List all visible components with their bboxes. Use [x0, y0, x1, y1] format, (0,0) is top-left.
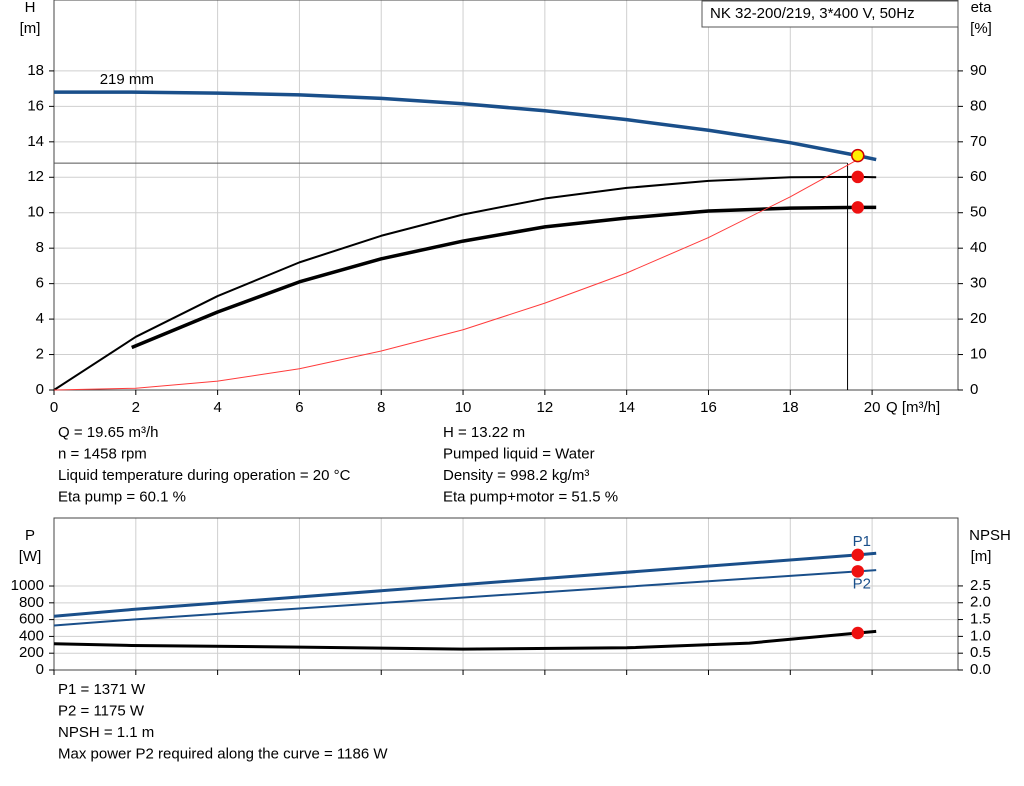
curve-annotation: 219 mm	[100, 71, 154, 88]
y2-tick-label: 1.5	[970, 611, 991, 628]
info-text: Pumped liquid = Water	[443, 445, 595, 462]
y2-axis-label: eta	[971, 0, 993, 16]
x-tick-label: 8	[377, 399, 385, 416]
operating-point	[851, 626, 865, 640]
series-label: P1	[853, 533, 871, 550]
info-text: Density = 998.2 kg/m³	[443, 467, 589, 484]
y-tick-label: 0	[36, 381, 44, 398]
y-tick-label: 0	[36, 661, 44, 678]
x-tick-label: 16	[700, 399, 717, 416]
y-tick-label: 2	[36, 346, 44, 363]
curve	[53, 551, 877, 618]
y-tick-label: 10	[27, 204, 44, 221]
plot-frame	[53, 517, 959, 671]
curve	[53, 629, 877, 651]
y2-tick-label: 2.5	[970, 577, 991, 594]
y-tick-label: 400	[19, 627, 44, 644]
operating-point	[851, 170, 865, 184]
y2-tick-label: 0.5	[970, 644, 991, 661]
info-text: Liquid temperature during operation = 20…	[58, 467, 351, 484]
y-tick-label: 6	[36, 275, 44, 292]
y-tick-label: 800	[19, 594, 44, 611]
y2-tick-label: 80	[970, 97, 987, 114]
plot-frame	[53, 0, 959, 391]
x-tick-label: 0	[50, 399, 58, 416]
y2-axis-unit: [m]	[971, 548, 992, 565]
info-text: Eta pump+motor = 51.5 %	[443, 488, 618, 505]
curve	[53, 159, 859, 391]
legend-box	[701, 0, 959, 28]
y-tick-label: 4	[36, 310, 44, 327]
x-tick-label: 2	[132, 399, 140, 416]
x-tick-label: 20	[864, 399, 881, 416]
info-text: P2 = 1175 W	[58, 702, 145, 719]
operating-point	[851, 565, 865, 578]
x-tick-label: 10	[455, 399, 472, 416]
info-text: H = 13.22 m	[443, 424, 525, 441]
y-tick-label: 8	[36, 239, 44, 256]
y2-tick-label: 50	[970, 204, 987, 221]
y-tick-label: 18	[27, 62, 44, 79]
y-axis-unit: [W]	[19, 548, 42, 565]
y-tick-label: 200	[19, 644, 44, 661]
curve	[54, 90, 877, 162]
y2-tick-label: 20	[970, 310, 987, 327]
x-tick-label: 4	[213, 399, 221, 416]
info-text: P1 = 1371 W	[58, 681, 146, 698]
operating-point	[851, 548, 865, 562]
y-tick-label: 12	[27, 168, 44, 185]
x-tick-label: 14	[618, 399, 635, 416]
operating-point	[851, 148, 865, 163]
y2-axis-unit: [%]	[970, 20, 992, 37]
y2-tick-label: 70	[970, 133, 987, 150]
info-text: Max power P2 required along the curve = …	[58, 745, 388, 762]
y2-tick-label: 90	[970, 62, 987, 79]
y2-tick-label: 40	[970, 239, 987, 256]
info-text: Q = 19.65 m³/h	[58, 424, 158, 441]
legend-text: NK 32-200/219, 3*400 V, 50Hz	[710, 5, 915, 22]
y2-axis-label: NPSH	[969, 527, 1011, 544]
info-text: Eta pump = 60.1 %	[58, 488, 186, 505]
y2-tick-label: 10	[970, 346, 987, 363]
y-axis-label: P	[25, 527, 35, 544]
y2-tick-label: 1.0	[970, 627, 991, 644]
info-text: NPSH = 1.1 m	[58, 724, 154, 741]
curve	[53, 569, 877, 627]
y-tick-label: 16	[27, 97, 44, 114]
y-tick-label: 14	[27, 133, 44, 150]
y2-tick-label: 0.0	[970, 661, 991, 678]
x-tick-label: 18	[782, 399, 799, 416]
y2-tick-label: 30	[970, 275, 987, 292]
x-tick-label: 12	[537, 399, 554, 416]
info-text: n = 1458 rpm	[58, 445, 147, 462]
y-tick-label: 600	[19, 611, 44, 628]
x-tick-label: 6	[295, 399, 303, 416]
operating-point	[851, 201, 865, 214]
y2-tick-label: 60	[970, 168, 987, 185]
y-tick-label: 1000	[11, 577, 44, 594]
series-label: P2	[853, 575, 871, 592]
x-axis-label: Q [m³/h]	[886, 399, 940, 416]
y2-tick-label: 0	[970, 381, 978, 398]
curve	[53, 175, 877, 391]
y-axis-label: H	[25, 0, 36, 16]
y2-tick-label: 2.0	[970, 594, 991, 611]
curve	[131, 205, 877, 350]
y-axis-unit: [m]	[20, 20, 41, 37]
